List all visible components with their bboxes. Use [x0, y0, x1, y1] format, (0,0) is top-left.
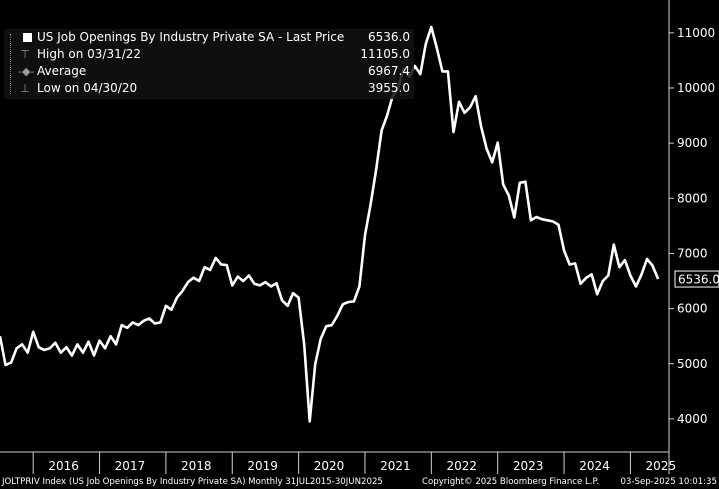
series-swatch [23, 33, 32, 42]
legend-row-low: ⊥ Low on 04/30/20 3955.0 [4, 80, 414, 97]
legend-row-last-price: US Job Openings By Industry Private SA -… [4, 29, 414, 46]
footer-copyright: Copyright© 2025 Bloomberg Finance L.P. [422, 477, 600, 487]
x-tick-label: 2016 [48, 459, 79, 473]
x-tick-label: 2020 [314, 459, 345, 473]
last-price-label: 6536.0 [678, 273, 719, 287]
chart-footer: JOLTPRIV Index (US Job Openings By Indus… [0, 475, 719, 489]
x-tick-label: 2018 [181, 459, 212, 473]
y-tick-label: 7000 [677, 246, 708, 260]
legend-label-low: Low on 04/30/20 [37, 81, 138, 95]
legend-tree-lines [10, 34, 19, 94]
y-tick-label: 5000 [677, 357, 708, 371]
footer-source: JOLTPRIV Index (US Job Openings By Indus… [2, 477, 383, 487]
y-tick-label: 9000 [677, 136, 708, 150]
average-marker-icon: -◆- [18, 65, 35, 78]
legend-row-high: ⊤ High on 03/31/22 11105.0 [4, 46, 414, 63]
footer-timestamp: 03-Sep-2025 10:01:35 [620, 477, 717, 487]
legend-label-average: Average [37, 64, 87, 78]
x-tick-label: 2025 [646, 459, 677, 473]
low-marker-icon: ⊥ [20, 82, 30, 95]
legend-value-high: 11105.0 [360, 47, 410, 61]
legend-value-low: 3955.0 [368, 81, 410, 95]
series-line [0, 25, 660, 423]
y-tick-label: 8000 [677, 191, 708, 205]
y-tick-label: 11000 [677, 26, 715, 40]
y-tick-label: 10000 [677, 81, 715, 95]
legend-value-average: 6967.4 [368, 64, 410, 78]
x-tick-label: 2023 [513, 459, 544, 473]
chart-legend: US Job Openings By Industry Private SA -… [4, 29, 414, 99]
high-marker-icon: ⊤ [20, 48, 30, 61]
legend-label-last-price: US Job Openings By Industry Private SA -… [37, 30, 345, 44]
last-price-tag [674, 270, 719, 288]
x-tick-label: 2019 [247, 459, 278, 473]
x-tick-label: 2024 [579, 459, 610, 473]
y-tick-label: 4000 [677, 412, 708, 426]
x-tick-label: 2021 [380, 459, 411, 473]
legend-label-high: High on 03/31/22 [37, 47, 142, 61]
y-tick-label: 6000 [677, 302, 708, 316]
legend-row-average: -◆- Average 6967.4 [4, 63, 414, 80]
legend-value-last-price: 6536.0 [368, 30, 410, 44]
x-tick-label: 2017 [115, 459, 146, 473]
x-tick-label: 2022 [446, 459, 477, 473]
